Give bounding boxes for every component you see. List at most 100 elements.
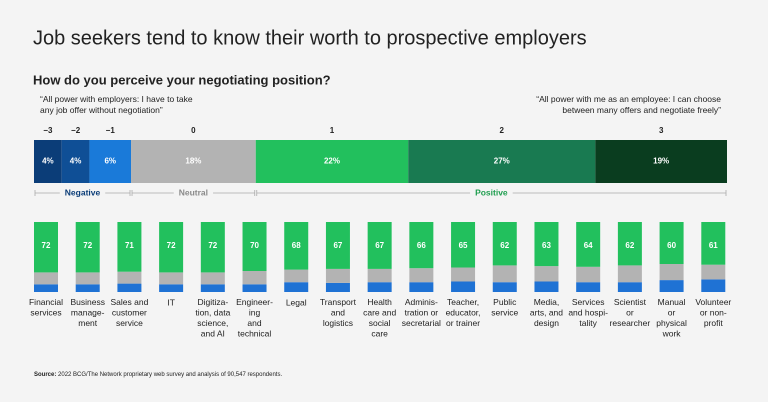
category-label: Legal [286,297,307,307]
category-label: Teacher, educator, or trainer [446,297,481,328]
category-label: Services and hospi-tality [568,297,608,328]
text-line: Financial [29,297,63,307]
bar-segment [701,279,726,292]
text-line: design [534,318,559,328]
bar-segment [75,222,100,273]
bar-segment [325,282,350,292]
value-label: 72 [167,241,176,250]
bar-segment [659,264,684,281]
group-label-bg [470,187,513,199]
text-line: physical [656,318,687,328]
scale-label: 3 [659,126,664,135]
segment [89,140,132,183]
bar-segment [617,222,642,266]
segment [61,140,90,183]
text-line: secretarial [402,318,441,328]
bar-segment [534,222,559,267]
value-label: 6% [104,157,116,166]
text-line: or [626,308,634,318]
category-label: Manual or physical work [656,297,687,339]
category-label: Engineer-ing and technical [236,297,273,339]
text-line: and hospi- [568,308,608,318]
value-label: 65 [459,241,468,250]
value-label: 22% [324,157,340,166]
text-line: ment [78,318,98,328]
category-label: IT [167,297,175,307]
value-label: 67 [333,241,342,250]
bar-segment [117,222,142,272]
text-line: and [331,308,345,318]
text-line: Manual [658,297,686,307]
bar-segment [200,284,225,292]
category-label: Media, arts, and design [530,297,563,328]
bar-segment [200,272,225,285]
segment [595,140,727,183]
value-label: 27% [494,157,510,166]
value-label: 61 [709,241,718,250]
text-line: manage- [71,308,105,318]
text-line: Transport [320,297,357,307]
bar-segment [159,284,184,292]
value-label: 66 [417,241,426,250]
text-line: Digitiza- [197,297,228,307]
bar-segment [200,222,225,273]
scale-label: −3 [43,126,53,135]
category-label: Adminis-tration or secretarial [402,297,441,328]
value-label: 4% [42,157,54,166]
bar-segment [492,282,517,292]
bar-segment [701,222,726,265]
text-line: customer [112,308,147,318]
text-line: service [491,308,518,318]
bar-segment [409,282,434,292]
value-label: 4% [70,157,82,166]
bar-segment [617,282,642,292]
bar-segment [492,222,517,266]
text-line: or non- [700,308,727,318]
scale-label: 0 [191,126,196,135]
bar-segment [242,271,267,285]
bar-segment [367,222,392,269]
value-label: 19% [653,157,669,166]
text-line: Scientist [614,297,647,307]
subtitle: How do you perceive your negotiating pos… [33,72,331,87]
text-line: ing [249,308,261,318]
text-line: Sales and [111,297,149,307]
bar-segment [75,272,100,285]
scale-label: −1 [106,126,116,135]
segment [34,140,62,183]
value-label: 62 [500,241,509,250]
bar-segment [242,222,267,271]
bar-segment [34,272,58,285]
text-line: profit [704,318,724,328]
bar-segment [284,222,309,270]
group-label: Negative [65,187,101,197]
text-line: tion, data [195,308,230,318]
bar-segment [617,265,642,283]
group-label-bg [173,187,214,199]
bar-segment [451,267,476,282]
category-label: Digitiza-tion, data science, and AI [195,297,230,339]
segment [408,140,596,183]
bar-segment [284,282,309,292]
text-line: Services [572,297,605,307]
bar-segment [659,222,684,264]
text-line: Teacher, [447,297,479,307]
text-line: arts, and [530,308,563,318]
bar-segment [492,265,517,283]
value-label: 72 [42,241,51,250]
bar-segment [117,283,142,292]
value-label: 72 [83,241,92,250]
text-line: Media, [534,297,560,307]
text-line: or trainer [446,318,480,328]
bar-segment [34,284,58,292]
right-annotation: “All power with me as an employee: I can… [536,94,721,115]
category-label: Health care and social care [363,297,396,339]
bar-segment [159,222,184,273]
bar-segment [159,272,184,285]
value-label: 60 [667,241,676,250]
text-line: researcher [610,318,651,328]
text-line: tality [579,318,597,328]
text-line: Adminis- [405,297,438,307]
